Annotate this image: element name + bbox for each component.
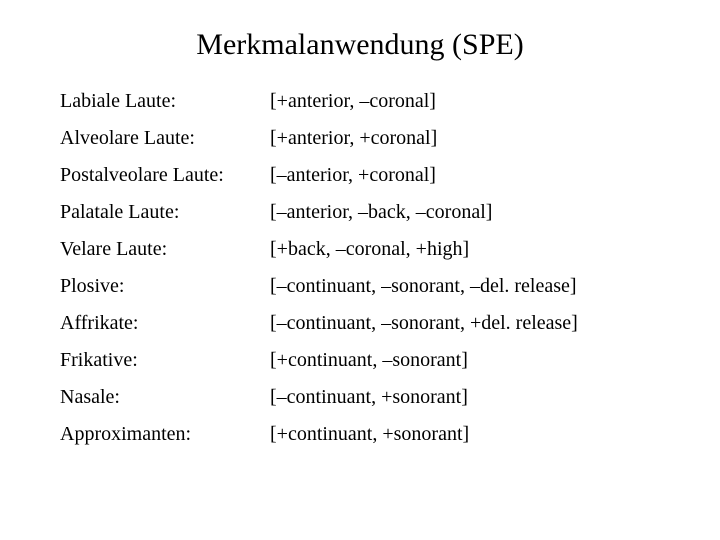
row-features: [–anterior, +coronal] [270, 164, 660, 187]
table-row: Approximanten: [+continuant, +sonorant] [60, 423, 660, 446]
row-features: [–continuant, –sonorant, +del. release] [270, 312, 660, 335]
table-row: Nasale: [–continuant, +sonorant] [60, 386, 660, 409]
table-row: Frikative: [+continuant, –sonorant] [60, 349, 660, 372]
table-row: Postalveolare Laute: [–anterior, +corona… [60, 164, 660, 187]
table-row: Palatale Laute: [–anterior, –back, –coro… [60, 201, 660, 224]
page-title: Merkmalanwendung (SPE) [60, 28, 660, 62]
row-label: Palatale Laute: [60, 201, 270, 224]
row-label: Velare Laute: [60, 238, 270, 261]
row-features: [+anterior, –coronal] [270, 90, 660, 113]
row-label: Affrikate: [60, 312, 270, 335]
row-features: [–continuant, +sonorant] [270, 386, 660, 409]
table-row: Velare Laute: [+back, –coronal, +high] [60, 238, 660, 261]
feature-table: Labiale Laute: [+anterior, –coronal] Alv… [60, 90, 660, 446]
table-row: Alveolare Laute: [+anterior, +coronal] [60, 127, 660, 150]
table-row: Labiale Laute: [+anterior, –coronal] [60, 90, 660, 113]
row-features: [+back, –coronal, +high] [270, 238, 660, 261]
row-label: Plosive: [60, 275, 270, 298]
table-row: Affrikate: [–continuant, –sonorant, +del… [60, 312, 660, 335]
row-label: Alveolare Laute: [60, 127, 270, 150]
row-features: [+continuant, +sonorant] [270, 423, 660, 446]
row-label: Frikative: [60, 349, 270, 372]
row-label: Nasale: [60, 386, 270, 409]
row-label: Approximanten: [60, 423, 270, 446]
row-features: [–anterior, –back, –coronal] [270, 201, 660, 224]
row-features: [–continuant, –sonorant, –del. release] [270, 275, 660, 298]
row-features: [+anterior, +coronal] [270, 127, 660, 150]
table-row: Plosive: [–continuant, –sonorant, –del. … [60, 275, 660, 298]
row-label: Postalveolare Laute: [60, 164, 270, 187]
slide: Merkmalanwendung (SPE) Labiale Laute: [+… [0, 0, 720, 540]
row-label: Labiale Laute: [60, 90, 270, 113]
row-features: [+continuant, –sonorant] [270, 349, 660, 372]
